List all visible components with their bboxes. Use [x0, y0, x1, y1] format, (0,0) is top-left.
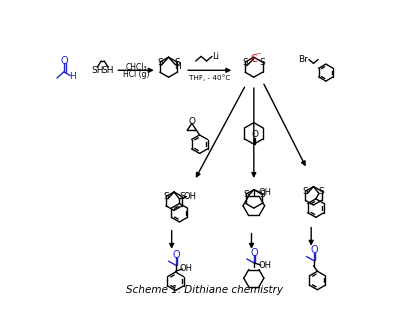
Text: O: O	[172, 250, 180, 260]
Text: S: S	[243, 190, 249, 199]
Text: Scheme 1. Dithiane chemistry: Scheme 1. Dithiane chemistry	[126, 285, 284, 295]
Text: OH: OH	[180, 265, 193, 273]
Text: SH: SH	[102, 66, 114, 75]
Text: S: S	[259, 190, 265, 199]
Text: S: S	[174, 58, 180, 67]
Text: S: S	[302, 187, 308, 196]
Text: C: C	[250, 54, 257, 64]
Text: S: S	[179, 192, 185, 201]
Text: Li: Li	[212, 52, 219, 61]
Text: S: S	[163, 192, 169, 201]
Text: O: O	[251, 131, 258, 139]
Text: SH: SH	[91, 66, 104, 75]
Text: THF, - 40°C: THF, - 40°C	[189, 74, 230, 81]
Text: S: S	[242, 58, 248, 67]
Text: S: S	[260, 58, 266, 67]
Text: ⁻: ⁻	[255, 51, 261, 62]
Text: O: O	[310, 245, 318, 255]
Text: OH: OH	[258, 261, 271, 269]
Text: O: O	[61, 56, 68, 66]
Text: S: S	[319, 187, 324, 196]
Text: O: O	[251, 248, 258, 258]
Text: H: H	[174, 62, 181, 71]
Text: CHCl₃: CHCl₃	[125, 63, 147, 72]
Text: Br: Br	[298, 55, 308, 64]
Text: S: S	[157, 58, 163, 67]
Text: OH: OH	[184, 192, 197, 201]
Text: OH: OH	[259, 188, 272, 197]
Text: O: O	[188, 116, 195, 126]
Text: H: H	[69, 72, 76, 81]
Text: HCl (g): HCl (g)	[123, 70, 149, 79]
